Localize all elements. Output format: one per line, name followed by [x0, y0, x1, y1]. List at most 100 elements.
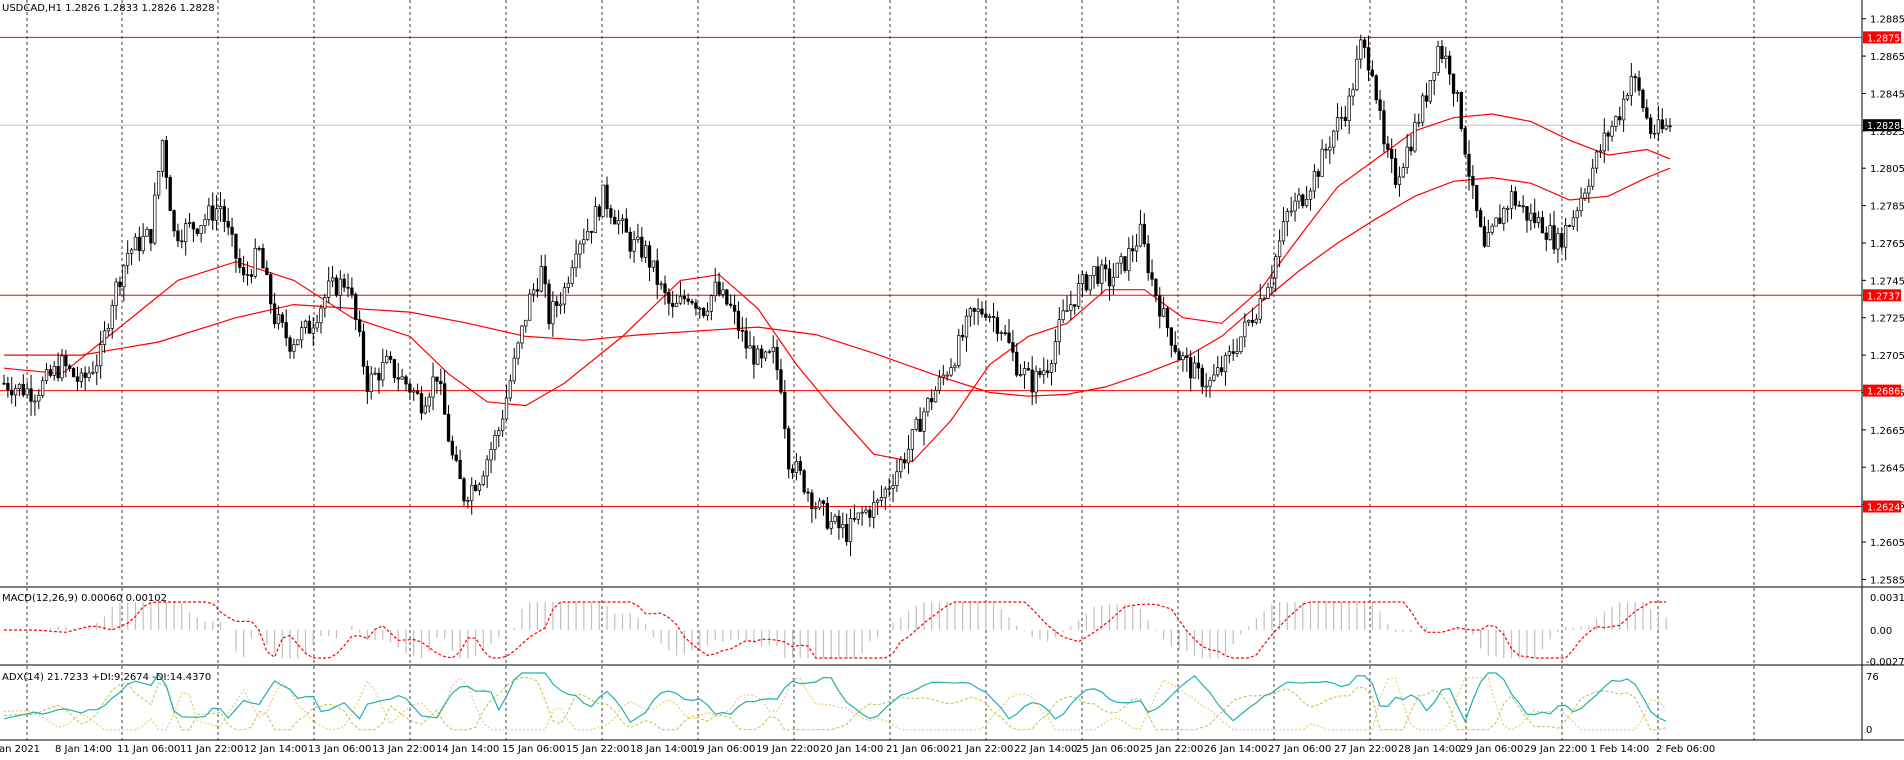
bear-candle: [1324, 148, 1328, 151]
bull-candle: [1080, 274, 1085, 284]
bull-candle: [713, 281, 717, 297]
time-tick-label: 12 Jan 14:00: [244, 744, 307, 755]
bull-candle: [1417, 121, 1421, 124]
bear-candle: [725, 289, 729, 305]
bull-candle: [721, 289, 725, 295]
bull-candle: [988, 316, 992, 318]
bull-candle: [214, 208, 219, 221]
bull-candle: [296, 339, 300, 345]
bull-candle: [926, 398, 930, 413]
bull-candle: [593, 206, 598, 233]
bear-candle: [56, 365, 60, 379]
bear-candle: [1370, 69, 1375, 77]
price-tick-label: 1.2705: [1870, 351, 1904, 362]
bear-candle: [257, 247, 261, 250]
bear-candle: [137, 236, 141, 252]
bear-candle: [1668, 125, 1672, 128]
bull-candle: [933, 390, 938, 403]
bull-candle: [636, 236, 640, 240]
price-tick-label: 1.2885: [1870, 15, 1904, 26]
bear-candle: [342, 278, 346, 288]
bear-candle: [1540, 217, 1545, 234]
bull-candle: [1100, 264, 1104, 284]
bear-candle: [980, 308, 984, 315]
bull-candle: [1111, 276, 1116, 287]
bear-candle: [609, 208, 613, 218]
bull-candle: [1444, 55, 1448, 59]
bull-candle: [122, 264, 126, 288]
bear-candle: [68, 365, 72, 369]
bear-candle: [1185, 355, 1189, 358]
bear-candle: [1378, 99, 1382, 111]
bull-candle: [1506, 208, 1510, 210]
bull-candle: [17, 383, 22, 390]
bull-candle: [323, 296, 327, 309]
bear-candle: [624, 218, 628, 233]
bear-candle: [589, 230, 594, 233]
bear-candle: [1478, 210, 1483, 227]
bear-candle: [21, 383, 25, 396]
bear-candle: [1250, 320, 1255, 323]
bear-candle: [613, 216, 617, 225]
bull-candle: [999, 332, 1003, 335]
bear-candle: [408, 383, 412, 393]
bull-candle: [1181, 355, 1185, 361]
bull-candle: [864, 509, 868, 513]
bear-candle: [334, 277, 339, 296]
level-price-label: 1.2624: [1867, 503, 1900, 514]
bear-candle: [1177, 351, 1181, 361]
bear-candle: [354, 294, 358, 320]
bear-candle: [443, 383, 447, 415]
bull-candle: [497, 430, 501, 436]
bear-candle: [1200, 367, 1204, 387]
bear-candle: [1316, 171, 1320, 177]
bull-candle: [1134, 245, 1139, 252]
bear-candle: [1107, 268, 1112, 287]
bull-candle: [1486, 232, 1490, 247]
bull-candle: [184, 223, 188, 242]
bull-candle: [872, 501, 876, 518]
bear-candle: [1131, 248, 1135, 252]
bear-candle: [1606, 132, 1610, 137]
bull-candle: [1289, 210, 1293, 213]
bear-candle: [284, 322, 288, 339]
adx-label: ADX(14) 21.7233 +DI:9.2674 -DI:14.4370: [2, 672, 211, 683]
bear-candle: [1362, 39, 1367, 48]
bull-candle: [1591, 167, 1595, 187]
bull-candle: [1455, 91, 1460, 94]
bear-candle: [1475, 184, 1479, 211]
bull-candle: [512, 357, 516, 382]
bear-candle: [902, 459, 907, 464]
bear-candle: [230, 226, 234, 235]
bull-candle: [1277, 240, 1282, 258]
bear-candle: [783, 391, 787, 430]
bear-candle: [790, 468, 795, 474]
bull-candle: [1274, 256, 1278, 279]
bull-candle: [698, 307, 702, 310]
bull-candle: [1119, 256, 1123, 264]
bear-candle: [802, 470, 806, 493]
bear-candle: [265, 267, 269, 276]
bear-candle: [690, 300, 694, 304]
bear-candle: [180, 240, 184, 243]
bull-candle: [976, 308, 980, 312]
bull-candle: [245, 274, 250, 276]
bull-candle: [1212, 374, 1216, 381]
bull-candle: [87, 372, 91, 378]
bear-candle: [222, 206, 226, 222]
bull-candle: [582, 239, 586, 245]
bull-candle: [829, 521, 833, 529]
time-tick-label: 1 Feb 14:00: [1590, 744, 1649, 755]
bear-candle: [377, 372, 381, 381]
bear-candle: [1451, 73, 1456, 94]
bull-candle: [1216, 367, 1220, 376]
adx-indicator: [3, 672, 1667, 731]
bear-candle: [48, 369, 53, 376]
bear-candle: [543, 266, 547, 285]
bear-candle: [1084, 274, 1088, 291]
bear-candle: [1386, 143, 1390, 150]
bear-candle: [1618, 116, 1622, 121]
chart-title: USDCAD,H1 1.2826 1.2833 1.2826 1.2828: [2, 3, 215, 14]
bull-candle: [207, 205, 211, 220]
